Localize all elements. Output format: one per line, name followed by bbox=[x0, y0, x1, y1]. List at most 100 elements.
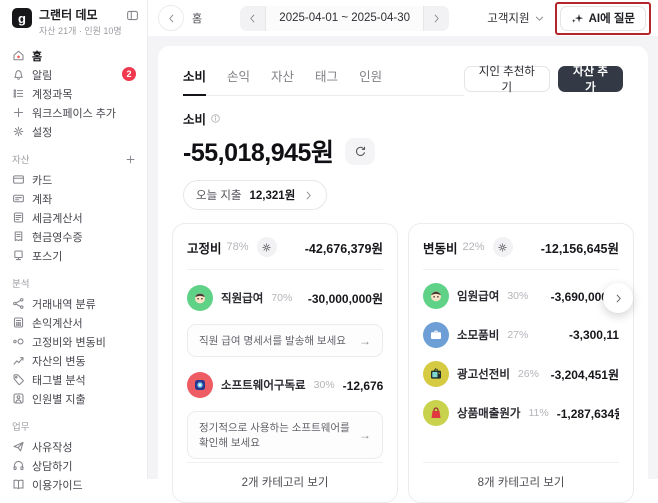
refer-friend-button[interactable]: 지인 추천하기 bbox=[463, 66, 550, 94]
variable-cost-card: 변동비 22% -12,156,645원 임원급여 30% -3,69 bbox=[408, 223, 634, 503]
refresh-button[interactable] bbox=[345, 137, 376, 165]
guide-icon bbox=[13, 480, 24, 490]
variable-cost-settings-icon[interactable] bbox=[492, 237, 513, 257]
tab-tags[interactable]: 태그 bbox=[315, 70, 339, 84]
tax-invoice-icon bbox=[13, 212, 24, 223]
tag-icon bbox=[13, 374, 24, 386]
sidebar-item-home[interactable]: 홈 bbox=[12, 46, 139, 65]
sidebar-item-account[interactable]: 계좌 bbox=[12, 189, 139, 208]
trend-chart-icon bbox=[13, 357, 24, 366]
home-icon bbox=[13, 51, 24, 61]
info-icon[interactable] bbox=[210, 113, 221, 124]
date-range-value[interactable]: 2025-04-01 ~ 2025-04-30 bbox=[265, 5, 425, 31]
sidebar-item-consult[interactable]: 상담하기 bbox=[12, 456, 139, 475]
sidebar-item-cash-receipt[interactable]: 현금영수증 bbox=[12, 227, 139, 246]
main-area: 홈 2025-04-01 ~ 2025-04-30 고객지원 AI에 질문 bbox=[148, 0, 658, 503]
arrow-right-icon: → bbox=[359, 428, 371, 442]
tab-people[interactable]: 인원 bbox=[359, 70, 383, 84]
sidebar-item-guide[interactable]: 이용가이드 bbox=[12, 475, 139, 494]
sidebar-item-asset-changes[interactable]: 자산의 변동 bbox=[12, 351, 139, 370]
add-asset-button[interactable]: 자산 추가 bbox=[557, 66, 623, 94]
scroll-next-button[interactable] bbox=[603, 283, 633, 313]
chevron-left-icon bbox=[250, 14, 255, 22]
variable-cost-amount: -12,156,645원 bbox=[540, 241, 619, 256]
variable-cost-percent: 22% bbox=[462, 241, 485, 253]
category-row[interactable]: 임원급여 30% -3,690,000원 bbox=[423, 283, 619, 309]
tab-spending[interactable]: 소비 bbox=[183, 66, 207, 96]
sidebar-item-pos[interactable]: 포스기 bbox=[12, 246, 139, 265]
pos-icon bbox=[14, 250, 23, 261]
next-period-button[interactable] bbox=[424, 6, 449, 31]
collapse-sidebar-icon[interactable] bbox=[126, 9, 139, 27]
person-icon bbox=[13, 393, 24, 404]
workspace-logo: g bbox=[12, 8, 32, 28]
fixed-cost-amount: -42,676,379원 bbox=[304, 241, 383, 256]
circles-icon bbox=[13, 338, 24, 345]
support-dropdown[interactable]: 고객지원 bbox=[487, 10, 544, 26]
today-spending-amount: 12,321원 bbox=[249, 190, 296, 202]
chevron-down-icon bbox=[535, 16, 543, 21]
sidebar: g 그랜터 데모 자산 21개 · 인원 10명 홈 알림 2 계정과목 워크스… bbox=[0, 0, 148, 492]
tv-ad-icon bbox=[423, 361, 449, 387]
calculator-icon bbox=[13, 317, 24, 328]
section-title-work: 업무 bbox=[12, 422, 30, 434]
sidebar-item-notifications[interactable]: 알림 2 bbox=[12, 65, 139, 84]
today-spending-pill[interactable]: 오늘 지출 12,321원 bbox=[183, 180, 328, 210]
sidebar-item-card[interactable]: 카드 bbox=[12, 170, 139, 189]
sidebar-item-add-workspace[interactable]: 워크스페이스 추가 bbox=[12, 103, 139, 122]
sidebar-item-person-spending[interactable]: 인원별 지출 bbox=[12, 389, 139, 408]
ask-ai-button[interactable]: AI에 질문 bbox=[559, 5, 646, 31]
category-row[interactable]: 상품매출원가 11% -1,287,634원 bbox=[423, 400, 619, 426]
fixed-cost-card: 고정비 78% -42,676,379원 직원급여 70% -30,0 bbox=[172, 223, 398, 503]
fixed-cost-title: 고정비 bbox=[187, 241, 222, 256]
chevron-right-icon bbox=[616, 294, 621, 302]
fixed-cost-settings-icon[interactable] bbox=[256, 237, 277, 257]
chevron-right-icon bbox=[306, 191, 311, 199]
tab-list: 소비 손익 자산 태그 인원 bbox=[183, 66, 464, 96]
workspace-header: g 그랜터 데모 자산 21개 · 인원 10명 bbox=[12, 8, 139, 37]
sidebar-item-fixed-variable-costs[interactable]: 고정비와 변동비 bbox=[12, 332, 139, 351]
content-panel: 소비 손익 자산 태그 인원 지인 추천하기 자산 추가 소비 -55,018, bbox=[158, 46, 648, 503]
gear-icon bbox=[13, 127, 24, 137]
category-row[interactable]: 직원급여 70% -30,000,000원 bbox=[187, 285, 383, 311]
send-icon bbox=[13, 442, 24, 452]
chevron-right-icon bbox=[434, 14, 439, 22]
variable-cost-title: 변동비 bbox=[423, 241, 458, 256]
sidebar-item-tax-invoice[interactable]: 세금계산서 bbox=[12, 208, 139, 227]
sidebar-item-accounts[interactable]: 계정과목 bbox=[12, 84, 139, 103]
sparkle-icon bbox=[571, 13, 583, 23]
card-icon bbox=[13, 175, 24, 185]
employee-face-icon bbox=[187, 285, 213, 311]
category-row[interactable]: 소프트웨어구독료 30% -12,676,379원 bbox=[187, 372, 383, 398]
sidebar-item-income-statement[interactable]: 손익계산서 bbox=[12, 313, 139, 332]
tabs-row: 소비 손익 자산 태그 인원 지인 추천하기 자산 추가 bbox=[183, 66, 623, 96]
sidebar-item-settings[interactable]: 설정 bbox=[12, 122, 139, 141]
plus-icon bbox=[13, 108, 24, 118]
cost-cards: 고정비 78% -42,676,379원 직원급여 70% -30,0 bbox=[172, 223, 634, 503]
back-button[interactable] bbox=[158, 5, 184, 31]
variable-cost-view-categories[interactable]: 8개 카테고리 보기 bbox=[423, 462, 619, 502]
category-row[interactable]: 소모품비 27% -3,300,11 bbox=[423, 322, 619, 348]
workspace-meta: 자산 21개 · 인원 10명 bbox=[39, 26, 122, 37]
fixed-cost-percent: 78% bbox=[226, 241, 249, 253]
chevron-left-icon bbox=[168, 14, 173, 22]
add-asset-icon[interactable] bbox=[125, 154, 136, 165]
tab-assets[interactable]: 자산 bbox=[271, 70, 295, 84]
sidebar-item-tag-analysis[interactable]: 태그별 분석 bbox=[12, 370, 139, 389]
executive-face-icon bbox=[423, 283, 449, 309]
software-check-banner[interactable]: 정기적으로 사용하는 소프트웨어를 확인해 보세요 → bbox=[187, 411, 383, 459]
sidebar-item-transaction-classification[interactable]: 거래내역 분류 bbox=[12, 294, 139, 313]
sidebar-item-write-reason[interactable]: 사유작성 bbox=[12, 437, 139, 456]
fixed-cost-view-categories[interactable]: 2개 카테고리 보기 bbox=[187, 462, 383, 502]
workspace-name: 그랜터 데모 bbox=[39, 8, 98, 22]
notification-badge: 2 bbox=[122, 67, 136, 82]
spending-summary: 소비 -55,018,945원 bbox=[183, 109, 623, 169]
tab-profit-loss[interactable]: 손익 bbox=[227, 70, 251, 84]
bell-icon bbox=[14, 70, 23, 81]
payroll-slip-banner[interactable]: 직원 급여 명세서를 발송해 보세요 → bbox=[187, 324, 383, 357]
prev-period-button[interactable] bbox=[240, 6, 265, 31]
ai-button-annotation-box: AI에 질문 bbox=[554, 1, 651, 35]
category-row[interactable]: 광고선전비 26% -3,204,451원 bbox=[423, 361, 619, 387]
supplies-box-icon bbox=[423, 322, 449, 348]
